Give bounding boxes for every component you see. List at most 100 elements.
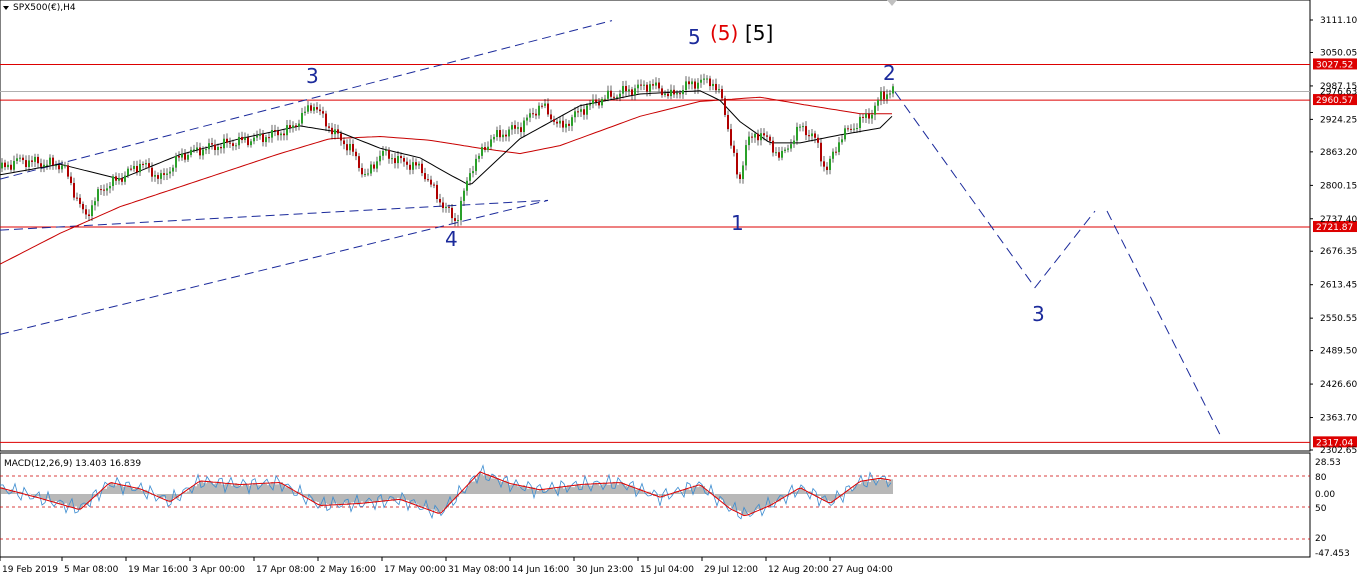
time-tick-label: 29 Jul 12:00 [704, 565, 758, 575]
candle-body [871, 114, 873, 119]
macd-histogram-bar [765, 494, 767, 506]
macd-histogram-bar [437, 494, 439, 514]
macd-histogram-bar [115, 485, 117, 494]
candle-body [397, 156, 399, 164]
macd-histogram-bar [365, 494, 367, 504]
candle-body [535, 113, 537, 116]
candle-body [745, 145, 747, 166]
macd-histogram-bar [821, 494, 823, 499]
candle-body [781, 150, 783, 158]
macd-histogram-bar [679, 492, 681, 494]
candle-body [514, 125, 516, 129]
time-tick-label: 5 Mar 08:00 [64, 565, 119, 575]
channel-upper-line[interactable] [0, 20, 613, 180]
candle-body [730, 129, 732, 146]
macd-histogram-bar [527, 488, 529, 494]
macd-histogram-bar [887, 481, 889, 494]
macd-histogram-bar [857, 483, 859, 494]
candle-body [256, 135, 258, 138]
macd-histogram-bar [145, 489, 147, 494]
macd-histogram-bar [557, 487, 559, 494]
candle-body [385, 149, 387, 151]
time-tick-label: 19 Mar 16:00 [128, 565, 188, 575]
candle-body [226, 138, 228, 143]
macd-histogram-bar [889, 480, 891, 494]
candle-body [376, 161, 378, 169]
macd-histogram-bar [323, 494, 325, 505]
projection-wave-5[interactable] [1106, 210, 1223, 439]
macd-histogram-bar [863, 480, 865, 494]
time-tick-label: 19 Feb 2019 [2, 565, 58, 575]
macd-histogram-bar [167, 494, 169, 502]
macd-histogram-bar [733, 494, 735, 511]
macd-histogram-bar [5, 489, 7, 494]
macd-histogram-bar [815, 494, 817, 497]
scroll-shift-marker-icon[interactable] [887, 0, 897, 6]
candle-body [31, 160, 33, 162]
candle-body [760, 133, 762, 141]
candle-body [52, 157, 54, 166]
candle-body [625, 86, 627, 92]
macd-histogram-bar [885, 480, 887, 494]
candle-body [592, 99, 594, 105]
macd-histogram-bar [135, 487, 137, 494]
candle-body [88, 214, 90, 217]
channel-middle-line[interactable] [0, 199, 549, 231]
dropdown-arrow-icon[interactable] [3, 6, 9, 10]
macd-histogram-bar [329, 494, 331, 506]
candle-body [556, 121, 558, 124]
macd-histogram-bar [617, 484, 619, 494]
candle-body [484, 147, 486, 150]
macd-histogram-bar [635, 489, 637, 494]
macd-histogram-bar [405, 494, 407, 500]
macd-histogram-bar [193, 486, 195, 494]
macd-histogram-bar [53, 494, 55, 503]
candle-body [646, 84, 648, 92]
channel-lower-line[interactable] [0, 199, 549, 335]
macd-histogram-bar [133, 488, 135, 494]
candle-body [301, 112, 303, 124]
macd-histogram-bar [649, 491, 651, 494]
macd-histogram-bar [207, 481, 209, 494]
macd-histogram-bar [165, 494, 167, 499]
macd-histogram-bar [503, 481, 505, 494]
candle-body [763, 133, 765, 136]
macd-histogram-bar [505, 480, 507, 494]
candle-body [199, 147, 201, 156]
candle-body [868, 113, 870, 119]
candle-body [442, 202, 444, 209]
candle-body [517, 127, 519, 129]
macd-histogram-bar [721, 494, 723, 500]
macd-histogram-bar [705, 489, 707, 494]
macd-histogram-bar [845, 491, 847, 494]
macd-histogram-bar [117, 484, 119, 494]
candle-body [121, 178, 123, 182]
macd-histogram-bar [447, 494, 449, 508]
projection-wave-2-to-4[interactable] [894, 91, 1096, 289]
candle-body [703, 78, 705, 80]
candle-body [676, 93, 678, 95]
candle-body [709, 78, 711, 87]
candle-body [169, 171, 171, 174]
macd-tick-label: 0.00 [1315, 490, 1335, 500]
macd-histogram-bar [483, 475, 485, 494]
macd-histogram-bar [33, 494, 35, 498]
candle-body [322, 111, 324, 114]
macd-histogram-bar [149, 493, 151, 495]
macd-signal-line [0, 471, 892, 517]
macd-histogram-bar [383, 494, 385, 503]
macd-histogram-bar [757, 494, 759, 509]
price-tick-label: 2426.60 [1320, 380, 1357, 390]
macd-histogram-bar [419, 494, 421, 508]
macd-histogram-bar [565, 487, 567, 494]
candle-body [574, 111, 576, 118]
macd-histogram-bar [65, 494, 67, 504]
wave-label-4: 4 [445, 227, 458, 251]
macd-histogram-bar [279, 482, 281, 494]
macd-histogram-bar [559, 486, 561, 494]
macd-histogram-bar [397, 494, 399, 498]
candle-body [580, 109, 582, 112]
wave-label-1: 1 [731, 211, 744, 235]
